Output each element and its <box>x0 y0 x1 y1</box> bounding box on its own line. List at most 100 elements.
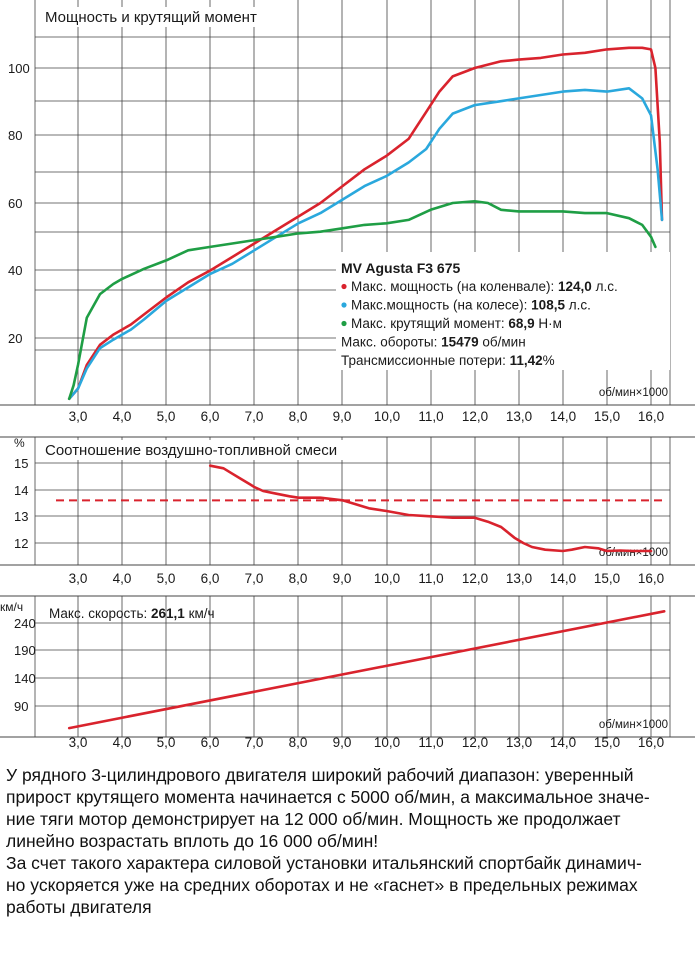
x-tick-label: 5,0 <box>157 409 176 424</box>
x-tick-label: 11,0 <box>418 735 443 750</box>
x-tick-label: 12,0 <box>462 571 488 586</box>
x-tick-label: 12,0 <box>462 735 488 750</box>
annotation-unit: л.с. <box>592 279 618 294</box>
y-tick-label: 14 <box>14 483 28 498</box>
x-tick-label: 9,0 <box>333 409 352 424</box>
title-value: 261,1 <box>151 606 185 621</box>
y-tick-label: 240 <box>14 616 36 631</box>
x-tick-label: 5,0 <box>157 735 176 750</box>
annotation-value: 124,0 <box>558 279 592 294</box>
x-axis-unit: об/мин×1000 <box>599 387 668 399</box>
annotation-label: Макс.мощность (на колесе): <box>351 298 531 313</box>
x-tick-label: 12,0 <box>462 409 488 424</box>
x-tick-label: 11,0 <box>418 409 443 424</box>
annotation-line: Макс. обороты: 15479 об/мин <box>341 335 526 350</box>
x-axis-unit: об/мин×1000 <box>599 719 668 731</box>
y-tick-label: 190 <box>14 643 36 658</box>
annotation-model: MV Agusta F3 675 <box>341 260 461 276</box>
annotation-box <box>336 252 670 370</box>
annotation-unit: об/мин <box>479 335 526 350</box>
chart-title: Соотношение воздушно-топливной смеси <box>45 442 337 459</box>
chart-title: Макс. скорость: 261,1 км/ч <box>49 606 215 621</box>
caption-line: За счет такого характера силовой установ… <box>6 853 642 873</box>
x-tick-label: 14,0 <box>550 571 576 586</box>
x-tick-label: 15,0 <box>594 735 620 750</box>
x-tick-label: 6,0 <box>201 409 220 424</box>
x-tick-label: 3,0 <box>69 409 88 424</box>
y-tick-label: 140 <box>14 671 36 686</box>
chart-panel-2: 3,0 4,0 5,0 6,0 7,0 8,0 9,0 10,0 11,0 12,0 13,0 14,… <box>0 436 695 586</box>
y-tick-label: 60 <box>8 196 22 211</box>
title-unit: км/ч <box>185 606 215 621</box>
caption-text: У рядного 3-цилиндрового двигателя широк… <box>6 764 690 918</box>
series-line-2 <box>67 87 664 401</box>
annotation-value: 11,42 <box>510 353 543 368</box>
annotation-line: Макс.мощность (на колесе): 108,5 л.с. <box>351 298 591 313</box>
annotation-value: 108,5 <box>531 298 565 313</box>
x-tick-label: 3,0 <box>69 571 88 586</box>
caption-line: У рядного 3-цилиндрового двигателя широк… <box>6 765 634 785</box>
series-line-1 <box>67 46 664 401</box>
chart-panel-1: 3,0 4,0 5,0 6,0 7,0 8,0 9,0 10,0 11,0 12,0 13,0 14,… <box>0 0 695 424</box>
x-tick-label: 13,0 <box>506 571 532 586</box>
y-tick-label: 100 <box>8 61 30 76</box>
y-tick-label: 15 <box>14 456 28 471</box>
x-tick-label: 6,0 <box>201 571 220 586</box>
x-tick-label: 13,0 <box>506 409 532 424</box>
x-tick-label: 4,0 <box>113 409 132 424</box>
title-background <box>41 7 286 27</box>
y-tick-label: 80 <box>8 128 22 143</box>
legend-marker <box>341 283 347 290</box>
title-background <box>41 440 371 460</box>
y-tick-label: 90 <box>14 699 28 714</box>
x-tick-label: 7,0 <box>245 571 264 586</box>
x-tick-label: 7,0 <box>245 735 264 750</box>
series-line-3 <box>67 200 657 401</box>
x-tick-label: 15,0 <box>594 571 620 586</box>
y-axis-unit: км/ч <box>0 600 23 614</box>
chart-title: Мощность и крутящий момент <box>45 9 257 26</box>
annotation-unit: л.с. <box>565 298 591 313</box>
annotation-label: Трансмиссионные потери: <box>341 353 510 368</box>
x-tick-label: 10,0 <box>374 735 400 750</box>
x-tick-label: 8,0 <box>289 409 308 424</box>
y-tick-label: 13 <box>14 509 28 524</box>
x-tick-label: 10,0 <box>374 571 400 586</box>
x-tick-label: 16,0 <box>638 409 664 424</box>
y-tick-label: 12 <box>14 536 28 551</box>
title-prefix: Макс. скорость: <box>49 606 151 621</box>
x-tick-label: 4,0 <box>113 571 132 586</box>
x-tick-label: 16,0 <box>638 735 664 750</box>
annotation-label: Макс. обороты: <box>341 335 441 350</box>
caption-line: работы двигателя <box>6 897 152 917</box>
annotation-line: Макс. крутящий момент: 68,9 Н·м <box>351 316 562 331</box>
x-tick-label: 15,0 <box>594 409 620 424</box>
annotation-value: 15479 <box>441 335 479 350</box>
x-tick-label: 4,0 <box>113 735 132 750</box>
chart-panel-3: 3,0 4,0 5,0 6,0 7,0 8,0 9,0 10,0 11,0 12,0 13,0 14,… <box>0 595 695 750</box>
x-tick-label: 14,0 <box>550 735 576 750</box>
annotation-unit: % <box>543 353 555 368</box>
caption-line: линейно возрастать вплоть до 16 000 об/м… <box>6 831 379 851</box>
annotation-line: Трансмиссионные потери: 11,42% <box>341 353 555 368</box>
x-tick-label: 13,0 <box>506 735 532 750</box>
dyno-charts: 3,0 4,0 5,0 6,0 7,0 8,0 9,0 10,0 11,0 12,0 13,0 14,… <box>0 0 695 750</box>
x-tick-label: 9,0 <box>333 571 352 586</box>
x-tick-label: 9,0 <box>333 735 352 750</box>
y-axis-unit: % <box>14 436 25 450</box>
x-tick-label: 10,0 <box>374 409 400 424</box>
legend-marker <box>341 302 347 308</box>
x-tick-label: 5,0 <box>157 571 176 586</box>
series-line-1 <box>208 464 653 553</box>
x-tick-label: 3,0 <box>69 735 88 750</box>
y-tick-label: 20 <box>8 331 22 346</box>
caption-line: но ускоряется уже на средних оборотах и … <box>6 875 638 895</box>
x-tick-label: 11,0 <box>418 571 443 586</box>
x-tick-label: 14,0 <box>550 409 576 424</box>
x-axis-unit: об/мин×1000 <box>599 547 668 559</box>
annotation-label: Макс. мощность (на коленвале): <box>351 279 558 294</box>
annotation-label: Макс. крутящий момент: <box>351 316 508 331</box>
x-tick-label: 7,0 <box>245 409 264 424</box>
y-tick-label: 40 <box>8 263 22 278</box>
x-tick-label: 8,0 <box>289 571 308 586</box>
